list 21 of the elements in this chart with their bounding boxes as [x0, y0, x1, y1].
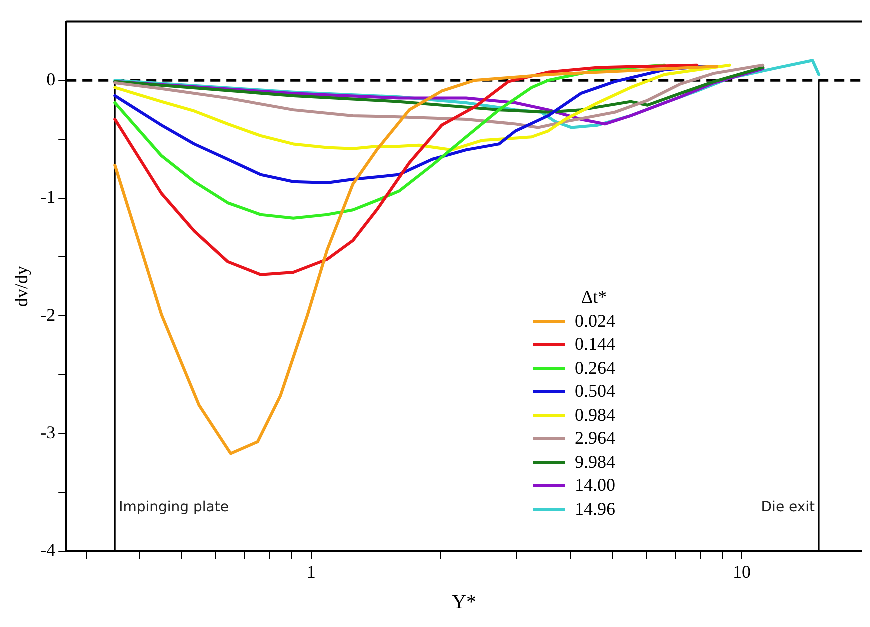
x-tick-label: 1 [306, 562, 316, 582]
legend-label: 0.264 [575, 356, 616, 380]
y-tick-label: -1 [40, 187, 56, 208]
x-tick-label: 10 [732, 562, 751, 582]
x-axis-title: Y* [452, 591, 477, 614]
y-axis-title: dv/dy [12, 266, 32, 308]
legend-label: 2.964 [575, 427, 616, 450]
y-tick-label: -3 [40, 422, 56, 442]
y-tick-label: -2 [40, 304, 56, 325]
legend-label: 0.144 [575, 333, 616, 356]
legend-label: 14.96 [575, 498, 616, 520]
legend-label: 0.504 [575, 380, 616, 403]
legend-label: 0.984 [575, 404, 616, 426]
ref-line-label: Die exit [761, 499, 816, 516]
y-tick-label: 0 [46, 69, 56, 90]
legend-label: 0.024 [575, 310, 616, 332]
legend-label: 14.00 [575, 474, 616, 497]
y-tick-label: -4 [40, 540, 56, 560]
legend-title: Δt* [580, 286, 608, 309]
legend-label: 9.984 [575, 450, 616, 474]
ref-line-label: Impinging plate [119, 499, 229, 516]
